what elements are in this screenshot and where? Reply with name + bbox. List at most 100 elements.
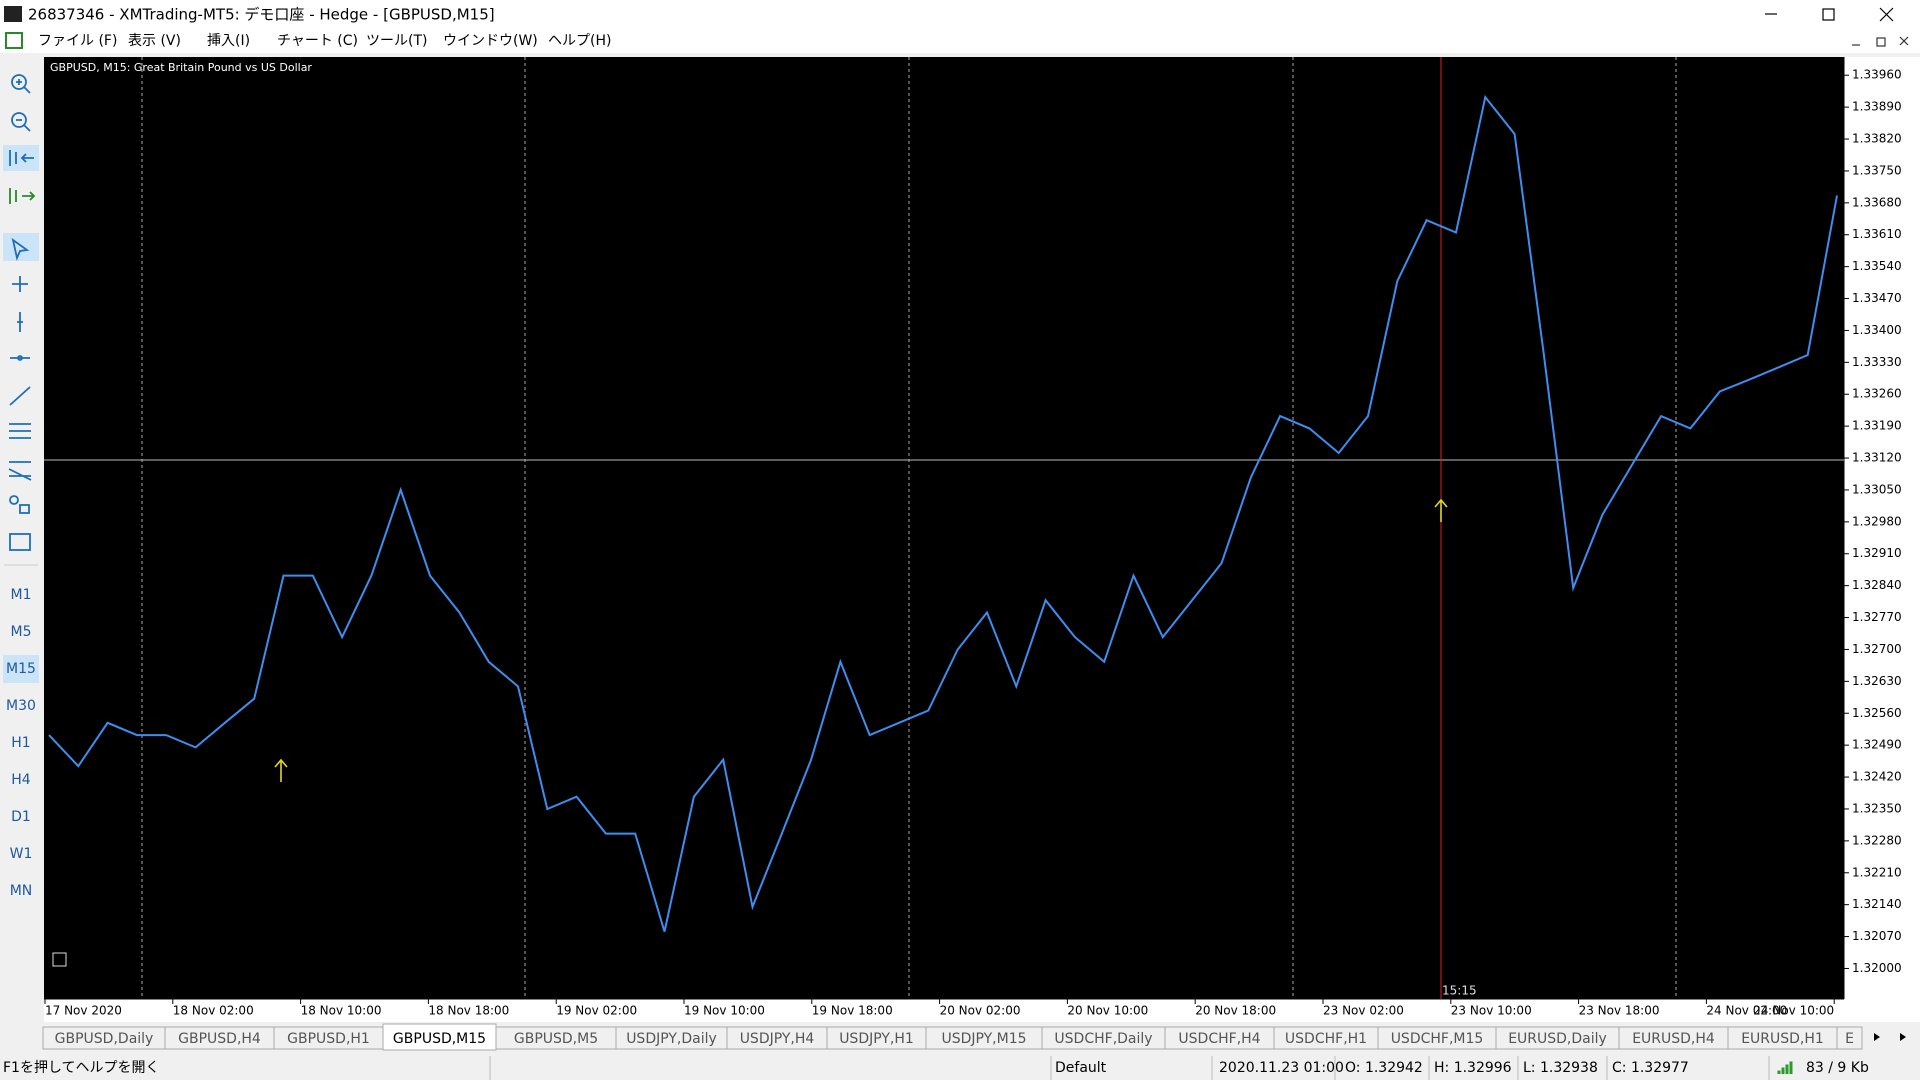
y-tick-label: 1.32000	[1852, 961, 1902, 975]
menu-item[interactable]: ファイル (F)	[38, 33, 117, 49]
y-tick-label: 1.33260	[1852, 387, 1902, 401]
x-tick-label: 23 Nov 10:00	[1451, 1004, 1532, 1018]
marker-label: 15:15	[1442, 984, 1477, 998]
zoom-in-glyph	[16, 79, 31, 94]
menu-item[interactable]: チャート (C)	[277, 33, 358, 49]
timeframe-buttons: M1 M5 M15 M30 H1 H4 D1 W1 MN	[3, 587, 39, 899]
mdi-controls[interactable]	[1852, 36, 1909, 47]
crosshair-tool[interactable]	[12, 276, 28, 292]
tab-label: USDCHF,H4	[1178, 1031, 1260, 1047]
title-bar	[0, 0, 1920, 29]
y-tick-label: 1.33610	[1852, 227, 1902, 241]
y-tick-label: 1.33120	[1852, 451, 1902, 465]
tab-label: USDJPY,H4	[740, 1031, 815, 1047]
timeframe-button[interactable]: MN	[10, 883, 33, 899]
tab-label: USDCHF,M15	[1391, 1031, 1484, 1047]
zoom-out[interactable]	[11, 112, 27, 128]
status-traffic: 83 / 9 Kb	[1806, 1060, 1869, 1076]
fibo-tool[interactable]	[8, 461, 32, 481]
timeframe-button[interactable]: M15	[6, 661, 36, 677]
y-tick-label: 1.33750	[1852, 163, 1902, 177]
buy-arrow	[274, 758, 288, 782]
y-tick-label: 1.33330	[1852, 355, 1902, 369]
x-tick-label: 23 Nov 02:00	[1323, 1004, 1404, 1018]
x-tick-label: 23 Nov 18:00	[1579, 1004, 1660, 1018]
y-tick-label: 1.32420	[1852, 770, 1902, 784]
chart-title: GBPUSD, M15: Great Britain Pound vs US D…	[50, 61, 312, 74]
x-tick-label: 18 Nov 18:00	[428, 1004, 509, 1018]
timeframe-button[interactable]: H4	[11, 772, 31, 788]
autoscroll[interactable]	[9, 150, 34, 166]
tab-label: E	[1845, 1031, 1854, 1047]
timeframe-button[interactable]: H1	[11, 735, 30, 751]
close[interactable]	[1879, 7, 1894, 22]
menu-item[interactable]: ヘルプ(H)	[548, 33, 611, 49]
x-tick-label: 24 Nov 10:00	[1753, 1004, 1834, 1018]
day-separators	[141, 57, 1677, 999]
status-separators	[489, 1056, 1770, 1080]
x-tick-label: 19 Nov 02:00	[556, 1004, 637, 1018]
cursor-tool[interactable]	[11, 237, 30, 261]
menu-item[interactable]: 挿入(I)	[207, 33, 250, 49]
status-time: 2020.11.23 01:00	[1219, 1060, 1344, 1076]
mdi-restore[interactable]	[1876, 37, 1886, 47]
tab-active[interactable]	[382, 1023, 497, 1051]
x-tick-label: 24 Nov 02:00	[1706, 1004, 1787, 1018]
tab-label: GBPUSD,H1	[287, 1031, 370, 1047]
y-tick-label: 1.32980	[1852, 514, 1902, 528]
timeframe-button[interactable]: M1	[11, 587, 32, 603]
x-tick-label: 18 Nov 10:00	[301, 1004, 382, 1018]
y-tick-label: 1.32560	[1852, 706, 1902, 720]
y-tick-label: 1.33400	[1852, 323, 1902, 337]
price-axis	[1844, 57, 1920, 1022]
timeframe-button[interactable]: M30	[6, 698, 36, 714]
status-bar	[0, 1053, 1920, 1080]
y-tick-label: 1.33050	[1852, 482, 1902, 496]
y-tick-label: 1.33190	[1852, 419, 1902, 433]
window-title: 26837346 - XMTrading-MT5: デモ口座 - Hedge -…	[28, 6, 495, 24]
tab-label: GBPUSD,Daily	[55, 1031, 154, 1047]
timeframe-button[interactable]: M5	[11, 624, 32, 640]
trend-tool[interactable]	[9, 386, 31, 406]
tab[interactable]	[1836, 1026, 1863, 1050]
shapes-tool[interactable]	[9, 495, 19, 505]
plot: 1.33960 1.33890 1.33820 1.33750 1.33680 1.336…	[44, 68, 1902, 1018]
buy-arrow	[1434, 498, 1448, 522]
tab-label: GBPUSD,M5	[514, 1031, 598, 1047]
menu-item[interactable]: ツール(T)	[366, 33, 427, 49]
y-tick-label: 1.32280	[1852, 833, 1902, 847]
chart-shift[interactable]	[9, 188, 36, 204]
menu-item[interactable]: ウインドウ(W)	[443, 33, 538, 49]
status-high: H: 1.32996	[1434, 1060, 1512, 1076]
menu-item[interactable]: 表示 (V)	[128, 33, 181, 49]
x-tick-label: 19 Nov 18:00	[812, 1004, 893, 1018]
vline-tool[interactable]	[17, 312, 23, 332]
price-line	[48, 94, 1838, 932]
y-tick-label: 1.33680	[1852, 195, 1902, 209]
timeframe-button[interactable]: D1	[11, 809, 31, 825]
channel-tool[interactable]	[9, 423, 31, 439]
tab-label: GBPUSD,H4	[178, 1031, 261, 1047]
y-tick-label: 1.32490	[1852, 738, 1902, 752]
x-tick-label: 19 Nov 10:00	[684, 1004, 765, 1018]
status-low: L: 1.32938	[1523, 1060, 1598, 1076]
zoom-in[interactable]	[11, 74, 27, 90]
status-profile: Default	[1055, 1060, 1107, 1076]
status-open: O: 1.32942	[1345, 1060, 1423, 1076]
mdi-close[interactable]	[1899, 36, 1909, 46]
timeframe-button[interactable]: W1	[10, 846, 33, 862]
menu-bar	[0, 29, 1920, 53]
window-controls[interactable]	[1765, 7, 1894, 22]
shapes-rect	[19, 504, 30, 514]
object-tool[interactable]	[9, 533, 31, 551]
y-tick-label: 1.32070	[1852, 929, 1902, 943]
restore[interactable]	[1822, 8, 1835, 21]
y-tick-label: 1.32210	[1852, 865, 1902, 879]
x-tick-label: 17 Nov 2020	[45, 1004, 122, 1018]
tab-label: USDCHF,H1	[1285, 1031, 1367, 1047]
chart-area	[44, 57, 1844, 999]
tab-label: USDJPY,H1	[839, 1031, 914, 1047]
